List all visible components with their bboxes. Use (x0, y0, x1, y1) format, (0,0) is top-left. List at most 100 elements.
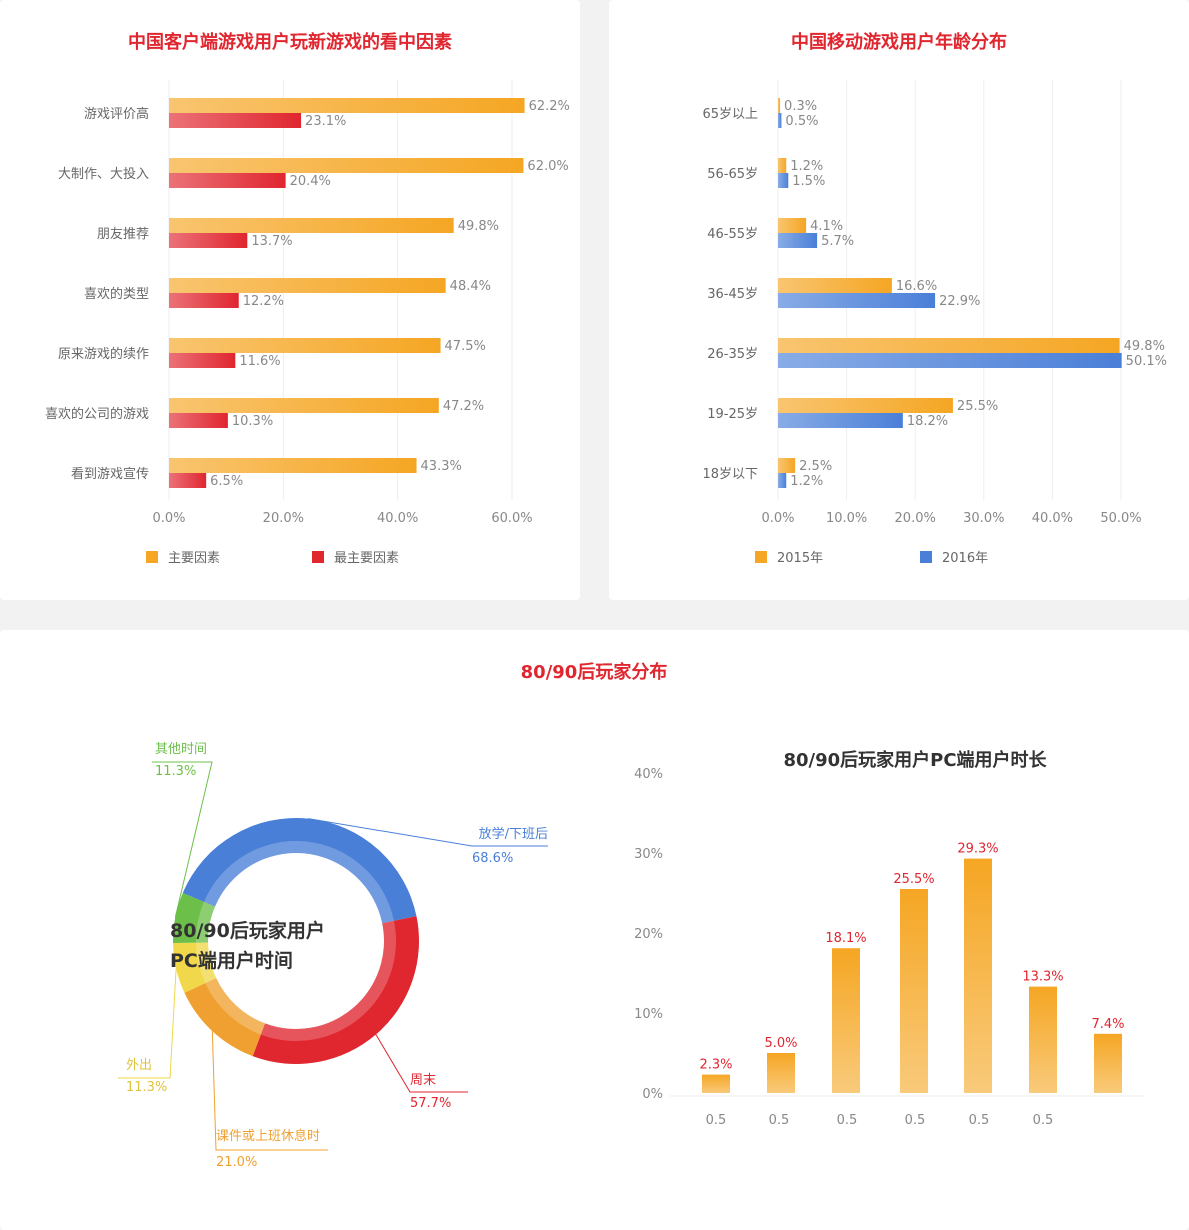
age-data-label: 1.5% (792, 174, 825, 189)
factors-x-tick: 0.0% (152, 511, 185, 526)
factors-category-label: 游戏评价高 (84, 106, 149, 122)
age-data-label: 5.7% (821, 234, 854, 249)
factors-x-tick: 20.0% (263, 511, 304, 526)
duration-bar (1029, 986, 1057, 1093)
donut-slice (252, 916, 419, 1064)
duration-data-label: 18.1% (825, 931, 866, 946)
factors-category-label: 喜欢的公司的游戏 (45, 406, 149, 422)
factors-data-label: 47.2% (443, 399, 484, 414)
age-legend-swatch (755, 551, 767, 563)
duration-data-label: 7.4% (1091, 1017, 1124, 1032)
duration-data-label: 29.3% (957, 842, 998, 857)
age-bar-a (778, 398, 953, 413)
factors-data-label: 6.5% (210, 474, 243, 489)
age-data-label: 1.2% (790, 159, 823, 174)
duration-bar (767, 1053, 795, 1093)
factors-data-label: 23.1% (305, 114, 346, 129)
age-bar-b (778, 113, 782, 128)
factors-data-label: 12.2% (243, 294, 284, 309)
duration-x-tick: 0.5 (969, 1113, 990, 1128)
duration-x-tick: 0.5 (837, 1113, 858, 1128)
duration-bar (832, 948, 860, 1093)
donut-slice-inner-ring (203, 841, 394, 924)
factors-bar-a (169, 338, 441, 353)
age-data-label: 2.5% (799, 459, 832, 474)
factors-data-label: 13.7% (251, 234, 292, 249)
duration-x-tick: 0.5 (1033, 1113, 1054, 1128)
factors-category-label: 原来游戏的续作 (58, 346, 149, 362)
factors-data-label: 10.3% (232, 414, 273, 429)
duration-bar (1094, 1033, 1122, 1093)
donut-callout-line (375, 1034, 468, 1093)
donut-value-label: 68.6% (472, 851, 513, 866)
age-category-label: 56-65岁 (707, 167, 758, 182)
age-bar-a (778, 338, 1120, 353)
donut-slice-inner-ring (260, 920, 396, 1041)
donut-slice (184, 978, 266, 1057)
age-data-label: 18.2% (907, 414, 948, 429)
age-bar-a (778, 458, 796, 473)
factors-data-label: 47.5% (445, 339, 486, 354)
donut-slice-label: 放学/下班后 (479, 826, 548, 842)
duration-bar (702, 1074, 730, 1093)
factors-legend-label: 最主要因素 (334, 551, 399, 566)
duration-x-tick: 0.5 (769, 1113, 790, 1128)
duration-y-tick: 10% (634, 1007, 663, 1022)
age-x-tick: 10.0% (826, 511, 867, 526)
age-category-label: 65岁以上 (702, 107, 758, 122)
donut-slice-label: 课件或上班休息时 (216, 1128, 320, 1144)
factors-chart-panel: 中国客户端游戏用户玩新游戏的看中因素 0.0% 20.0% 40.0% 60.0% 游戏评… (0, 0, 580, 600)
age-bar-a (778, 218, 807, 233)
factors-bar-a (169, 398, 439, 413)
factors-data-label: 62.0% (527, 159, 568, 174)
age-category-label: 26-35岁 (707, 347, 758, 362)
age-bar-b (778, 293, 936, 308)
donut-slice-inner-ring (196, 942, 217, 984)
donut-slice-label: 周末 (410, 1073, 436, 1088)
age-bar-b (778, 353, 1122, 368)
duration-chart-title: 80/90后玩家用户PC端用户时长 (783, 749, 1047, 771)
factors-category-label: 喜欢的类型 (84, 286, 149, 302)
factors-x-tick: 60.0% (491, 511, 532, 526)
age-bar-a (778, 278, 892, 293)
age-data-label: 0.3% (784, 99, 817, 114)
age-x-tick: 40.0% (1032, 511, 1073, 526)
donut-value-label: 21.0% (216, 1155, 257, 1170)
age-legend-swatch (920, 551, 932, 563)
donut-slice-inner-ring (205, 978, 266, 1035)
factors-bar-a (169, 218, 454, 233)
donut-center-label-line1: 80/90后玩家用户 (170, 919, 325, 942)
donut-slice-label: 其他时间 (155, 742, 207, 757)
age-data-label: 25.5% (957, 399, 998, 414)
factors-bar-a (169, 278, 446, 293)
factors-bar-b (169, 173, 286, 188)
duration-x-tick: 0.5 (706, 1113, 727, 1128)
duration-bar (900, 889, 928, 1093)
duration-y-tick: 30% (634, 847, 663, 862)
age-bar-a (778, 158, 787, 173)
duration-data-label: 13.3% (1022, 970, 1063, 985)
factors-bar-b (169, 293, 239, 308)
factors-data-label: 49.8% (458, 219, 499, 234)
age-category-label: 36-45岁 (707, 287, 758, 302)
duration-bar (964, 858, 992, 1093)
age-chart: 中国移动游戏用户年龄分布 0.0% 10.0% 20.0% 30.0% 40.0% 50.0… (702, 31, 1167, 566)
age-bar-b (778, 173, 789, 188)
duration-x-tick: 0.5 (905, 1113, 926, 1128)
donut-slice (173, 942, 217, 993)
age-category-label: 19-25岁 (707, 407, 758, 422)
factors-data-label: 43.3% (421, 459, 462, 474)
duration-y-tick: 20% (634, 927, 663, 942)
factors-bar-b (169, 353, 236, 368)
donut-value-label: 57.7% (410, 1096, 451, 1111)
age-data-label: 4.1% (810, 219, 843, 234)
age-x-tick: 30.0% (963, 511, 1004, 526)
factors-data-label: 11.6% (239, 354, 280, 369)
donut-slice-inner-ring (196, 901, 215, 943)
donut-slice (182, 818, 417, 924)
factors-title: 中国客户端游戏用户玩新游戏的看中因素 (128, 31, 452, 53)
age-bar-b (778, 473, 787, 488)
factors-x-tick: 40.0% (377, 511, 418, 526)
duration-y-tick: 40% (634, 767, 663, 782)
age-data-label: 1.2% (790, 474, 823, 489)
